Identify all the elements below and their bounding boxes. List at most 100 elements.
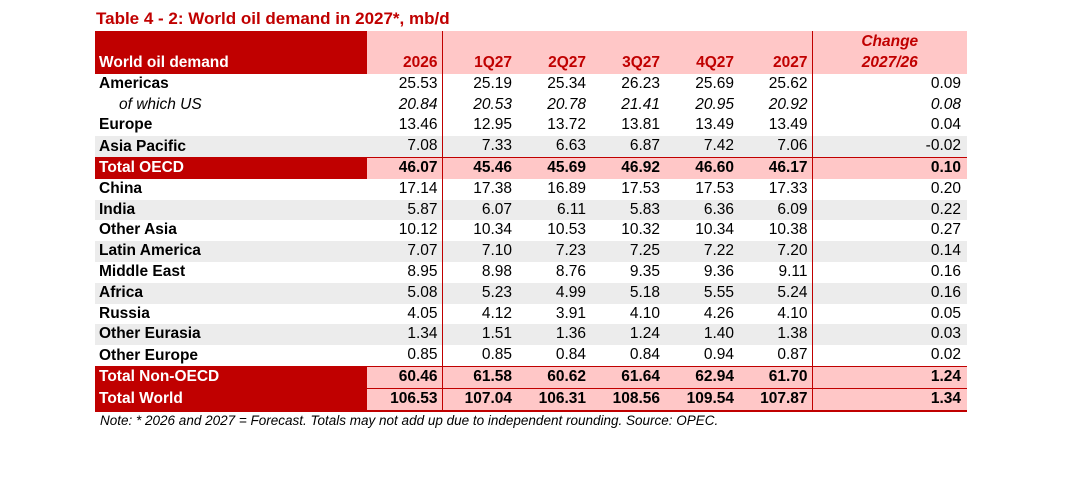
value-cell: 0.85 [367,345,443,367]
value-cell: 8.76 [555,262,586,280]
change-cell: 0.20 [930,179,961,197]
value-cell: 6.36 [664,199,738,221]
change-cell: 0.10 [812,156,967,179]
change-cell: 0.03 [812,324,967,346]
row-label: Total World [95,388,367,412]
row-label: Europe [99,116,153,134]
column-header: 3Q27 [590,53,664,74]
value-cell: 4.12 [481,304,512,322]
change-cell: 0.16 [812,282,967,304]
value-cell: 7.33 [442,136,516,158]
row-label: Africa [95,282,367,304]
value-cell: 13.46 [367,115,443,137]
value-cell: 5.87 [367,199,443,221]
value-cell: 61.64 [590,365,664,389]
value-cell: 10.34 [473,221,512,239]
value-cell: 7.25 [590,241,664,262]
row-label: China [99,179,143,197]
change-cell: 0.09 [930,74,961,92]
value-cell: 8.95 [367,261,443,283]
value-cell: 9.35 [629,262,660,280]
column-header: 2027 [738,53,813,74]
column-header: 2026 [367,53,443,74]
row-label: Total OECD [95,157,367,179]
value-cell: 20.92 [738,94,813,116]
value-cell: 21.41 [621,95,660,113]
table-row: Middle East 8.95 8.98 8.76 9.35 9.36 9.11 0.16 [95,261,967,283]
value-cell: 10.34 [695,221,734,239]
value-cell: 20.84 [367,94,443,116]
value-cell: 4.10 [629,304,660,322]
value-cell: 0.94 [703,346,734,364]
change-cell: 1.34 [812,387,967,412]
value-cell: 6.09 [738,199,813,221]
value-cell: 1.40 [664,324,738,346]
value-cell: 3.91 [555,304,586,322]
value-cell: 107.87 [738,387,813,412]
table-row: China 17.14 17.38 16.89 17.53 17.53 17.33 0.20 [95,178,967,200]
table-row: Africa 5.08 5.23 4.99 5.18 5.55 5.24 0.16 [95,282,967,304]
value-cell: 60.62 [516,365,590,389]
value-cell: 4.99 [516,282,590,304]
row-label: Other Asia [99,221,177,239]
table-row: Europe 13.46 12.95 13.72 13.81 13.49 13.49 0.04 [95,115,967,137]
total-row: Total World 106.53 107.04 106.31 108.56 109.5… [95,387,967,412]
value-cell: 5.08 [367,282,443,304]
table-row: Other Europe 0.85 0.85 0.84 0.84 0.94 0.87 0.02 [95,345,967,367]
value-cell: 25.62 [738,73,813,95]
value-cell: 13.49 [738,115,813,137]
row-label: Asia Pacific [95,136,367,158]
change-cell: 0.02 [930,346,961,364]
value-cell: 20.95 [695,95,734,113]
value-cell: 25.69 [695,74,734,92]
change-cell: 0.08 [930,95,961,113]
value-cell: 13.81 [621,116,660,134]
value-cell: 60.46 [367,365,443,389]
value-cell: 8.98 [481,262,512,280]
value-cell: 1.34 [367,324,443,346]
value-cell: 16.89 [547,179,586,197]
value-cell: 13.72 [547,116,586,134]
change-cell: 0.05 [930,304,961,322]
value-cell: 17.53 [695,179,734,197]
value-cell: 7.22 [664,241,738,262]
value-cell: 7.10 [442,241,516,262]
value-cell: 13.49 [695,116,734,134]
row-label: Latin America [95,241,367,262]
header-label: World oil demand [95,53,367,74]
value-cell: 4.05 [367,303,443,325]
change-cell: 0.22 [812,199,967,221]
table-row: of which US 20.84 20.53 20.78 21.41 20.95 20.9… [95,94,967,116]
row-label: India [95,199,367,221]
table-title: Table 4 - 2: World oil demand in 2027*, … [96,9,450,28]
value-cell: 7.06 [738,136,813,158]
value-cell: 5.24 [738,282,813,304]
table-row: Latin America 7.07 7.10 7.23 7.25 7.22 7.20 0.1… [95,241,967,262]
value-cell: 25.53 [367,73,443,95]
value-cell: 7.42 [664,136,738,158]
value-cell: 7.20 [738,241,813,262]
value-cell: 4.10 [738,303,813,325]
value-cell: 1.51 [442,324,516,346]
value-cell: 61.58 [442,365,516,389]
total-row: Total OECD 46.07 45.46 45.69 46.92 46.60 46.17… [95,156,967,179]
value-cell: 17.53 [621,179,660,197]
header-row-top: Change [95,31,967,53]
oil-demand-table: Change World oil demand 2026 1Q27 2Q27 3… [95,31,967,412]
value-cell: 46.60 [664,156,738,179]
total-row: Total Non-OECD 60.46 61.58 60.62 61.64 62.94 6… [95,365,967,389]
table-row: Asia Pacific 7.08 7.33 6.63 6.87 7.42 7.06 -0.0… [95,136,967,158]
column-header: 1Q27 [442,53,516,74]
value-cell: 4.26 [703,304,734,322]
change-cell: 0.16 [930,262,961,280]
value-cell: 0.87 [738,345,813,367]
value-cell: 7.07 [367,241,443,262]
value-cell: 106.31 [516,387,590,412]
value-cell: 108.56 [590,387,664,412]
change-cell: 0.27 [930,221,961,239]
table-row: Americas 25.53 25.19 25.34 26.23 25.69 25.62 0.… [95,73,967,95]
value-cell: 6.87 [590,136,664,158]
table-row: Russia 4.05 4.12 3.91 4.10 4.26 4.10 0.05 [95,303,967,325]
header-change-line1: Change [812,31,967,53]
value-cell: 7.08 [367,136,443,158]
